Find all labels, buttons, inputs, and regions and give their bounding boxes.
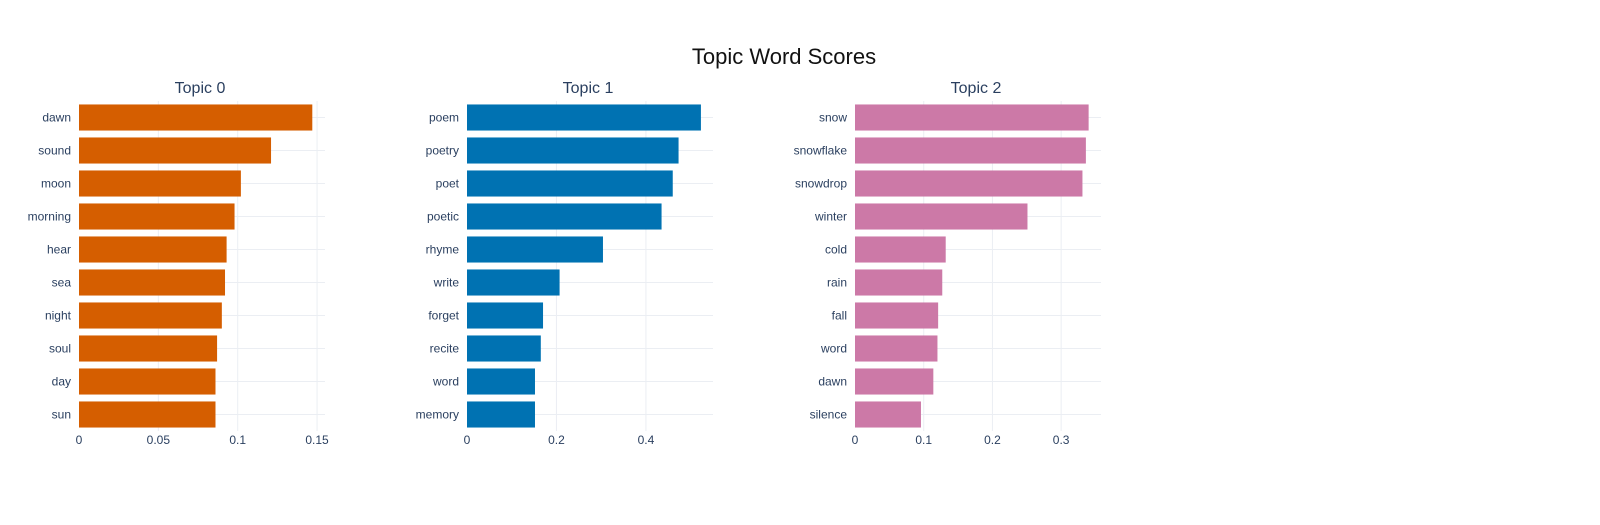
category-label: rhyme xyxy=(426,243,460,257)
bar-dawn[interactable] xyxy=(79,104,313,131)
x-tick-label: 0.05 xyxy=(147,433,171,447)
category-label: morning xyxy=(28,210,71,224)
category-label: rain xyxy=(827,276,847,290)
bar-hear[interactable] xyxy=(79,236,227,263)
category-label: forget xyxy=(428,309,459,323)
bar-snowflake[interactable] xyxy=(855,137,1086,164)
topic-panel-1: Topic 1 poem poetry poet poetic rhyme write for… xyxy=(416,80,713,447)
category-label: poet xyxy=(436,177,460,191)
category-label: snowdrop xyxy=(795,177,847,191)
x-tick-label: 0 xyxy=(76,433,83,447)
bar-recite[interactable] xyxy=(467,335,541,362)
category-label: word xyxy=(432,375,459,389)
bar-night[interactable] xyxy=(79,302,222,329)
topic-panel-2: Topic 2 snow snowflake snowdrop winter cold ra… xyxy=(794,80,1101,447)
category-label: soul xyxy=(49,342,71,356)
chart-title: Topic Word Scores xyxy=(692,44,876,69)
bar-forget[interactable] xyxy=(467,302,544,329)
category-label: fall xyxy=(832,309,847,323)
bar-fall[interactable] xyxy=(855,302,939,329)
category-label: day xyxy=(52,375,71,389)
bar-winter[interactable] xyxy=(855,203,1028,230)
category-label: sun xyxy=(52,408,71,422)
category-label: silence xyxy=(810,408,848,422)
bar-soul[interactable] xyxy=(79,335,218,362)
bar-snow[interactable] xyxy=(855,104,1089,131)
category-label: sound xyxy=(38,144,71,158)
category-label: snow xyxy=(819,111,847,125)
category-label: memory xyxy=(416,408,459,422)
bar-day[interactable] xyxy=(79,368,216,395)
bar-sea[interactable] xyxy=(79,269,226,296)
category-label: poetic xyxy=(427,210,459,224)
bar-word[interactable] xyxy=(467,368,535,395)
bar-word[interactable] xyxy=(855,335,938,362)
x-tick-label: 0.2 xyxy=(548,433,565,447)
bar-poem[interactable] xyxy=(467,104,701,131)
bar-write[interactable] xyxy=(467,269,560,296)
bar-rhyme[interactable] xyxy=(467,236,603,263)
panel-title: Topic 2 xyxy=(951,80,1002,97)
topic-panel-0: Topic 0 dawn sound moon morning hear sea night s… xyxy=(28,80,329,447)
bar-poetry[interactable] xyxy=(467,137,679,164)
panel-title: Topic 1 xyxy=(563,80,614,97)
x-tick-label: 0.1 xyxy=(229,433,246,447)
bar-rain[interactable] xyxy=(855,269,943,296)
x-tick-label: 0.2 xyxy=(984,433,1001,447)
bar-sun[interactable] xyxy=(79,401,216,428)
category-label: hear xyxy=(47,243,71,257)
bar-moon[interactable] xyxy=(79,170,241,197)
category-label: recite xyxy=(430,342,460,356)
panel-title: Topic 0 xyxy=(175,80,226,97)
bar-morning[interactable] xyxy=(79,203,235,230)
x-tick-label: 0.1 xyxy=(915,433,932,447)
category-label: dawn xyxy=(42,111,71,125)
category-label: night xyxy=(45,309,72,323)
bar-poetic[interactable] xyxy=(467,203,662,230)
category-label: word xyxy=(820,342,847,356)
bar-poet[interactable] xyxy=(467,170,673,197)
x-tick-label: 0 xyxy=(464,433,471,447)
bar-memory[interactable] xyxy=(467,401,535,428)
x-tick-label: 0.3 xyxy=(1053,433,1070,447)
category-label: poetry xyxy=(426,144,459,158)
x-tick-label: 0.15 xyxy=(305,433,329,447)
category-label: cold xyxy=(825,243,847,257)
bar-silence[interactable] xyxy=(855,401,921,428)
category-label: sea xyxy=(52,276,72,290)
bar-sound[interactable] xyxy=(79,137,272,164)
category-label: moon xyxy=(41,177,71,191)
category-label: dawn xyxy=(818,375,847,389)
bar-dawn[interactable] xyxy=(855,368,934,395)
category-label: snowflake xyxy=(794,144,848,158)
category-label: winter xyxy=(814,210,847,224)
category-label: write xyxy=(433,276,460,290)
bar-snowdrop[interactable] xyxy=(855,170,1083,197)
bar-cold[interactable] xyxy=(855,236,946,263)
x-tick-label: 0.4 xyxy=(638,433,655,447)
category-label: poem xyxy=(429,111,459,125)
x-tick-label: 0 xyxy=(852,433,859,447)
